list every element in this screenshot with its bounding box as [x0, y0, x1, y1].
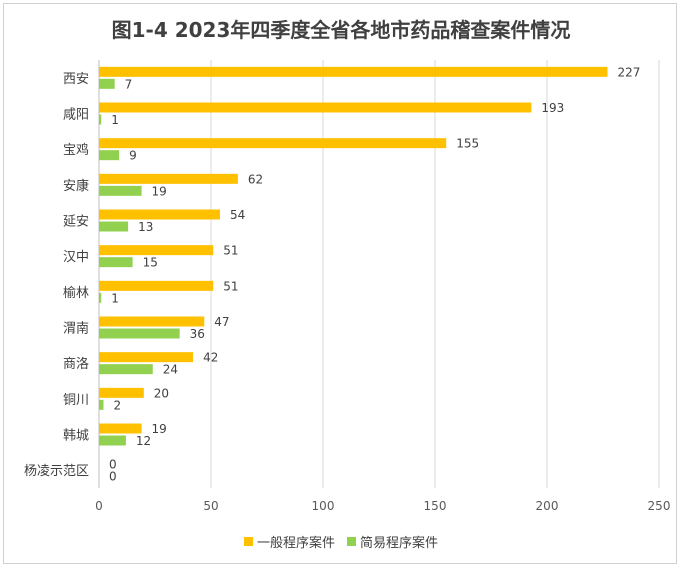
chart-title: 图1-4 2023年四季度全省各地市药品稽查案件情况 — [111, 18, 571, 42]
bar-general-9 — [99, 387, 144, 398]
bar-simple-0 — [99, 78, 115, 89]
bar-general-1 — [99, 102, 532, 113]
bar-simple-9 — [99, 399, 104, 410]
data-label-general-7: 47 — [214, 315, 229, 329]
bar-general-0 — [99, 66, 608, 77]
legend-label-simple: 简易程序案件 — [360, 536, 439, 551]
data-label-general-10: 19 — [152, 422, 167, 436]
bar-general-5 — [99, 245, 214, 256]
bar-simple-5 — [99, 257, 133, 268]
data-label-general-4: 54 — [230, 208, 245, 222]
bar-simple-1 — [99, 114, 102, 125]
data-label-simple-9: 2 — [113, 398, 121, 412]
x-tick-label-0: 0 — [95, 499, 103, 513]
data-label-simple-0: 7 — [125, 77, 133, 91]
bar-general-2 — [99, 138, 447, 149]
legend-label-general: 一般程序案件 — [256, 536, 335, 551]
bar-simple-4 — [99, 221, 129, 232]
data-label-general-2: 155 — [456, 137, 479, 151]
bar-general-8 — [99, 352, 194, 363]
legend-swatch-general — [243, 537, 253, 546]
legend: 一般程序案件 简易程序案件 — [0, 532, 682, 551]
category-label: 商洛 — [63, 357, 89, 372]
data-label-general-8: 42 — [203, 351, 218, 365]
data-label-general-5: 51 — [223, 244, 238, 258]
legend-swatch-simple — [347, 537, 356, 546]
data-label-simple-4: 13 — [138, 220, 153, 234]
bar-simple-3 — [99, 185, 142, 196]
bar-simple-10 — [99, 435, 126, 446]
category-label: 延安 — [63, 215, 89, 230]
bar-simple-6 — [99, 292, 102, 303]
x-tick-label-150: 150 — [424, 499, 447, 513]
bar-simple-2 — [99, 150, 120, 161]
data-label-simple-11: 0 — [109, 470, 117, 484]
data-label-general-3: 62 — [248, 172, 263, 186]
data-label-simple-2: 9 — [129, 149, 137, 163]
legend-item-simple: 简易程序案件 — [347, 532, 438, 551]
bar-general-3 — [99, 173, 238, 184]
category-label: 汉中 — [63, 250, 89, 265]
bar-general-7 — [99, 316, 205, 327]
data-label-simple-8: 24 — [163, 363, 178, 377]
bar-general-10 — [99, 423, 142, 434]
data-label-general-1: 193 — [541, 101, 564, 115]
category-label: 安康 — [63, 178, 89, 194]
category-label: 杨凌示范区 — [24, 464, 89, 479]
x-tick-label-50: 50 — [203, 499, 218, 513]
category-label: 铜川 — [63, 393, 89, 408]
bar-simple-7 — [99, 328, 180, 339]
category-label: 渭南 — [63, 321, 89, 337]
legend-item-general: 一般程序案件 — [243, 532, 335, 551]
bar-simple-8 — [99, 364, 153, 375]
data-label-simple-6: 1 — [111, 291, 119, 305]
data-label-simple-1: 1 — [111, 113, 119, 127]
data-label-simple-5: 15 — [143, 256, 158, 270]
category-label: 咸阳 — [63, 108, 89, 123]
data-label-general-0: 227 — [617, 65, 640, 79]
data-label-simple-3: 19 — [152, 184, 167, 198]
x-tick-label-200: 200 — [536, 499, 559, 513]
data-label-general-9: 20 — [154, 386, 169, 400]
data-label-simple-7: 36 — [190, 327, 205, 341]
category-label: 西安 — [63, 72, 89, 87]
data-label-simple-10: 12 — [136, 434, 151, 448]
category-label: 宝鸡 — [63, 142, 89, 158]
x-tick-label-250: 250 — [648, 499, 671, 513]
data-label-general-6: 51 — [223, 279, 238, 293]
bar-general-6 — [99, 280, 214, 291]
data-label-general-11: 0 — [109, 458, 117, 472]
x-tick-label-100: 100 — [312, 499, 335, 513]
category-label: 榆林 — [63, 286, 89, 301]
bar-general-4 — [99, 209, 220, 220]
category-label: 韩城 — [63, 429, 89, 444]
